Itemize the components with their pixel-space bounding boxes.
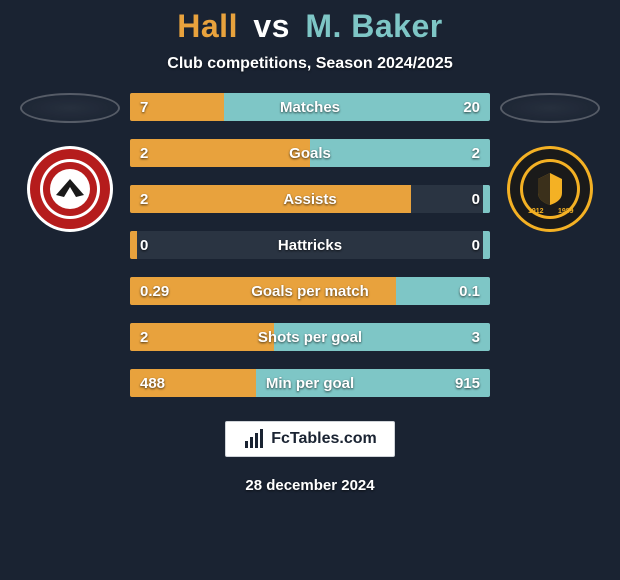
subtitle: Club competitions, Season 2024/2025 — [167, 55, 452, 73]
stat-label: Hattricks — [130, 231, 490, 259]
main-area: 720Matches 22Goals 20Assists 00Hattricks 0.2… — [0, 93, 620, 397]
player1-avatar-placeholder — [20, 93, 120, 123]
svg-text:1912: 1912 — [528, 208, 544, 215]
comparison-card: Hall vs M. Baker Club competitions, Seas… — [0, 0, 620, 580]
player2-name: M. Baker — [305, 8, 442, 44]
player2-club-crest: 1912 1989 — [506, 145, 594, 233]
stat-row: 720Matches — [130, 93, 490, 121]
chart-icon — [243, 428, 265, 450]
stat-label: Goals per match — [130, 277, 490, 305]
left-side — [10, 93, 130, 233]
stat-row: 488915Min per goal — [130, 369, 490, 397]
stat-label: Matches — [130, 93, 490, 121]
stats-column: 720Matches 22Goals 20Assists 00Hattricks 0.2… — [130, 93, 490, 397]
stat-row: 20Assists — [130, 185, 490, 213]
stat-row: 0.290.1Goals per match — [130, 277, 490, 305]
title: Hall vs M. Baker — [177, 8, 442, 45]
stat-label: Goals — [130, 139, 490, 167]
player2-avatar-placeholder — [500, 93, 600, 123]
stat-row: 00Hattricks — [130, 231, 490, 259]
brand-text: FcTables.com — [271, 430, 377, 448]
stat-label: Assists — [130, 185, 490, 213]
stat-row: 23Shots per goal — [130, 323, 490, 351]
stat-row: 22Goals — [130, 139, 490, 167]
stat-label: Min per goal — [130, 369, 490, 397]
brand-logo: FcTables.com — [225, 421, 395, 457]
date-text: 28 december 2024 — [245, 477, 374, 494]
vs-text: vs — [253, 8, 290, 44]
stat-label: Shots per goal — [130, 323, 490, 351]
player1-name: Hall — [177, 8, 238, 44]
player1-club-crest — [26, 145, 114, 233]
right-side: 1912 1989 — [490, 93, 610, 233]
svg-text:1989: 1989 — [558, 208, 574, 215]
